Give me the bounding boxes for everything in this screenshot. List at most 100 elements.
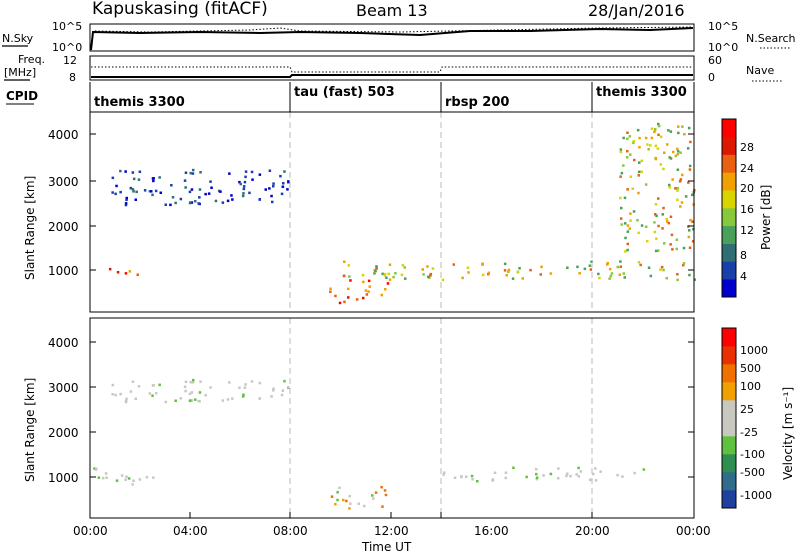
power-echo-cell (124, 170, 127, 173)
power-echo-cell (590, 260, 593, 263)
power-echo-cell (135, 190, 138, 194)
velocity-cbar-label: Velocity [m s⁻¹] (781, 387, 795, 480)
power-ytick-label: 1000 (48, 264, 79, 278)
power-echo-cell (629, 153, 632, 156)
velocity-echo-cell (342, 498, 345, 502)
velocity-echo-cell (592, 472, 595, 476)
velocity-echo-cell (599, 470, 602, 473)
power-echo-cell (576, 265, 579, 269)
power-echo-cell (619, 175, 622, 178)
power-echo-cell (687, 126, 691, 130)
power-echo-cell (636, 219, 639, 222)
power-echo-cell (362, 296, 365, 300)
power-echo-cell (687, 181, 690, 184)
velocity-echo-cell (470, 474, 474, 478)
velocity-echo-cell (119, 392, 122, 396)
power-echo-cell (623, 196, 627, 200)
velocity-echo-cell (101, 476, 105, 480)
power-echo-cell (231, 198, 234, 201)
power-echo-cell (503, 262, 507, 266)
power-echo-cell (268, 169, 272, 172)
velocity-echo-cell (129, 390, 133, 393)
power-cbar-tick: 24 (740, 162, 754, 175)
nsearch-label: N.Search (746, 32, 796, 45)
power-echo-cell (638, 136, 641, 140)
velocity-echo-cell (287, 386, 290, 389)
velocity-ytick-label: 1000 (48, 471, 79, 485)
velocity-echo-cell (111, 383, 115, 387)
power-echo-cell (688, 229, 691, 232)
power-echo-cell (529, 268, 532, 272)
power-echo-cell (119, 190, 122, 194)
power-echo-cell (387, 272, 390, 276)
velocity-time-gridlines (289, 318, 593, 518)
power-echo-cell (189, 171, 192, 175)
power-echo-cell (687, 235, 691, 239)
x-tick-label: 00:00 (676, 524, 711, 538)
power-ytick-label: 3000 (48, 175, 79, 189)
velocity-echo-cell (132, 479, 135, 482)
power-yticks (90, 133, 694, 271)
velocity-cbar-cell (722, 418, 736, 437)
power-echo-cell (671, 248, 674, 251)
power-echo-cell (131, 171, 135, 174)
velocity-echo-cell (557, 477, 560, 480)
power-echo-cell (132, 190, 135, 193)
velocity-echo-cell (209, 386, 212, 389)
velocity-echo-cell (471, 478, 474, 481)
power-echo-cell (618, 273, 621, 276)
velocity-ytick-label: 4000 (48, 336, 79, 350)
velocity-echo-cell (381, 505, 384, 508)
power-echo-cell (650, 136, 654, 140)
velocity-echo-cell (93, 467, 96, 470)
power-echo-cell (400, 273, 404, 277)
x-axis-label: Time UT (361, 540, 412, 554)
power-echo-cell (663, 151, 666, 154)
power-echo-cell (654, 157, 658, 161)
power-echo-cell (138, 170, 142, 173)
velocity-cbar-tick: -500 (740, 466, 765, 479)
velocity-echo-cell (565, 474, 568, 478)
velocity-cbar-tick: -25 (740, 426, 758, 439)
power-echo-cell (230, 194, 233, 197)
power-echo-cell (668, 156, 671, 159)
power-echo-cell (682, 262, 686, 265)
power-echo-cell (682, 246, 686, 250)
power-echo-cell (521, 277, 524, 280)
velocity-echo-cell (137, 385, 141, 388)
power-echo-cell (636, 128, 640, 132)
power-echo-cell (242, 192, 245, 195)
power-echo-cell (422, 273, 425, 276)
velocity-echo-cell (114, 393, 117, 397)
power-echo-cell (688, 164, 692, 168)
velocity-echo-cell (577, 475, 581, 478)
power-echo-cell (136, 273, 139, 276)
power-echo-cell (644, 225, 648, 228)
velocity-echo-cell (577, 466, 580, 470)
velocity-echo-cell (348, 507, 351, 510)
power-echo-cell (669, 243, 672, 246)
power-echo-cell (137, 178, 141, 181)
power-echo-cell (158, 176, 161, 179)
velocity-echo-cell (242, 393, 245, 396)
power-echo-cell (622, 136, 625, 140)
velocity-echo-cell (442, 473, 445, 476)
nave-tick-top: 60 (708, 54, 722, 67)
power-echo-cell (209, 180, 212, 183)
velocity-echo-cell (330, 495, 334, 498)
power-echo-cell (598, 276, 601, 280)
power-echo-cell (626, 224, 630, 227)
nsky-tick-bottom: 10^0 (52, 41, 82, 54)
power-echo-cell (367, 279, 371, 283)
velocity-echo-cell (243, 386, 247, 389)
power-echo-cell (385, 276, 388, 279)
velocity-ytick-label: 2000 (48, 426, 79, 440)
power-echo-cell (626, 131, 629, 134)
power-echo-cell (681, 173, 684, 177)
velocity-cbar-cell (722, 382, 736, 401)
velocity-echo-cell (125, 397, 128, 401)
velocity-echo-cell (148, 392, 152, 395)
power-cbar-tick: 28 (740, 141, 754, 154)
freq-tick-top: 12 (63, 54, 77, 67)
velocity-panel: 1000 2000 3000 4000 Slant Range [km] 00:… (23, 317, 711, 554)
